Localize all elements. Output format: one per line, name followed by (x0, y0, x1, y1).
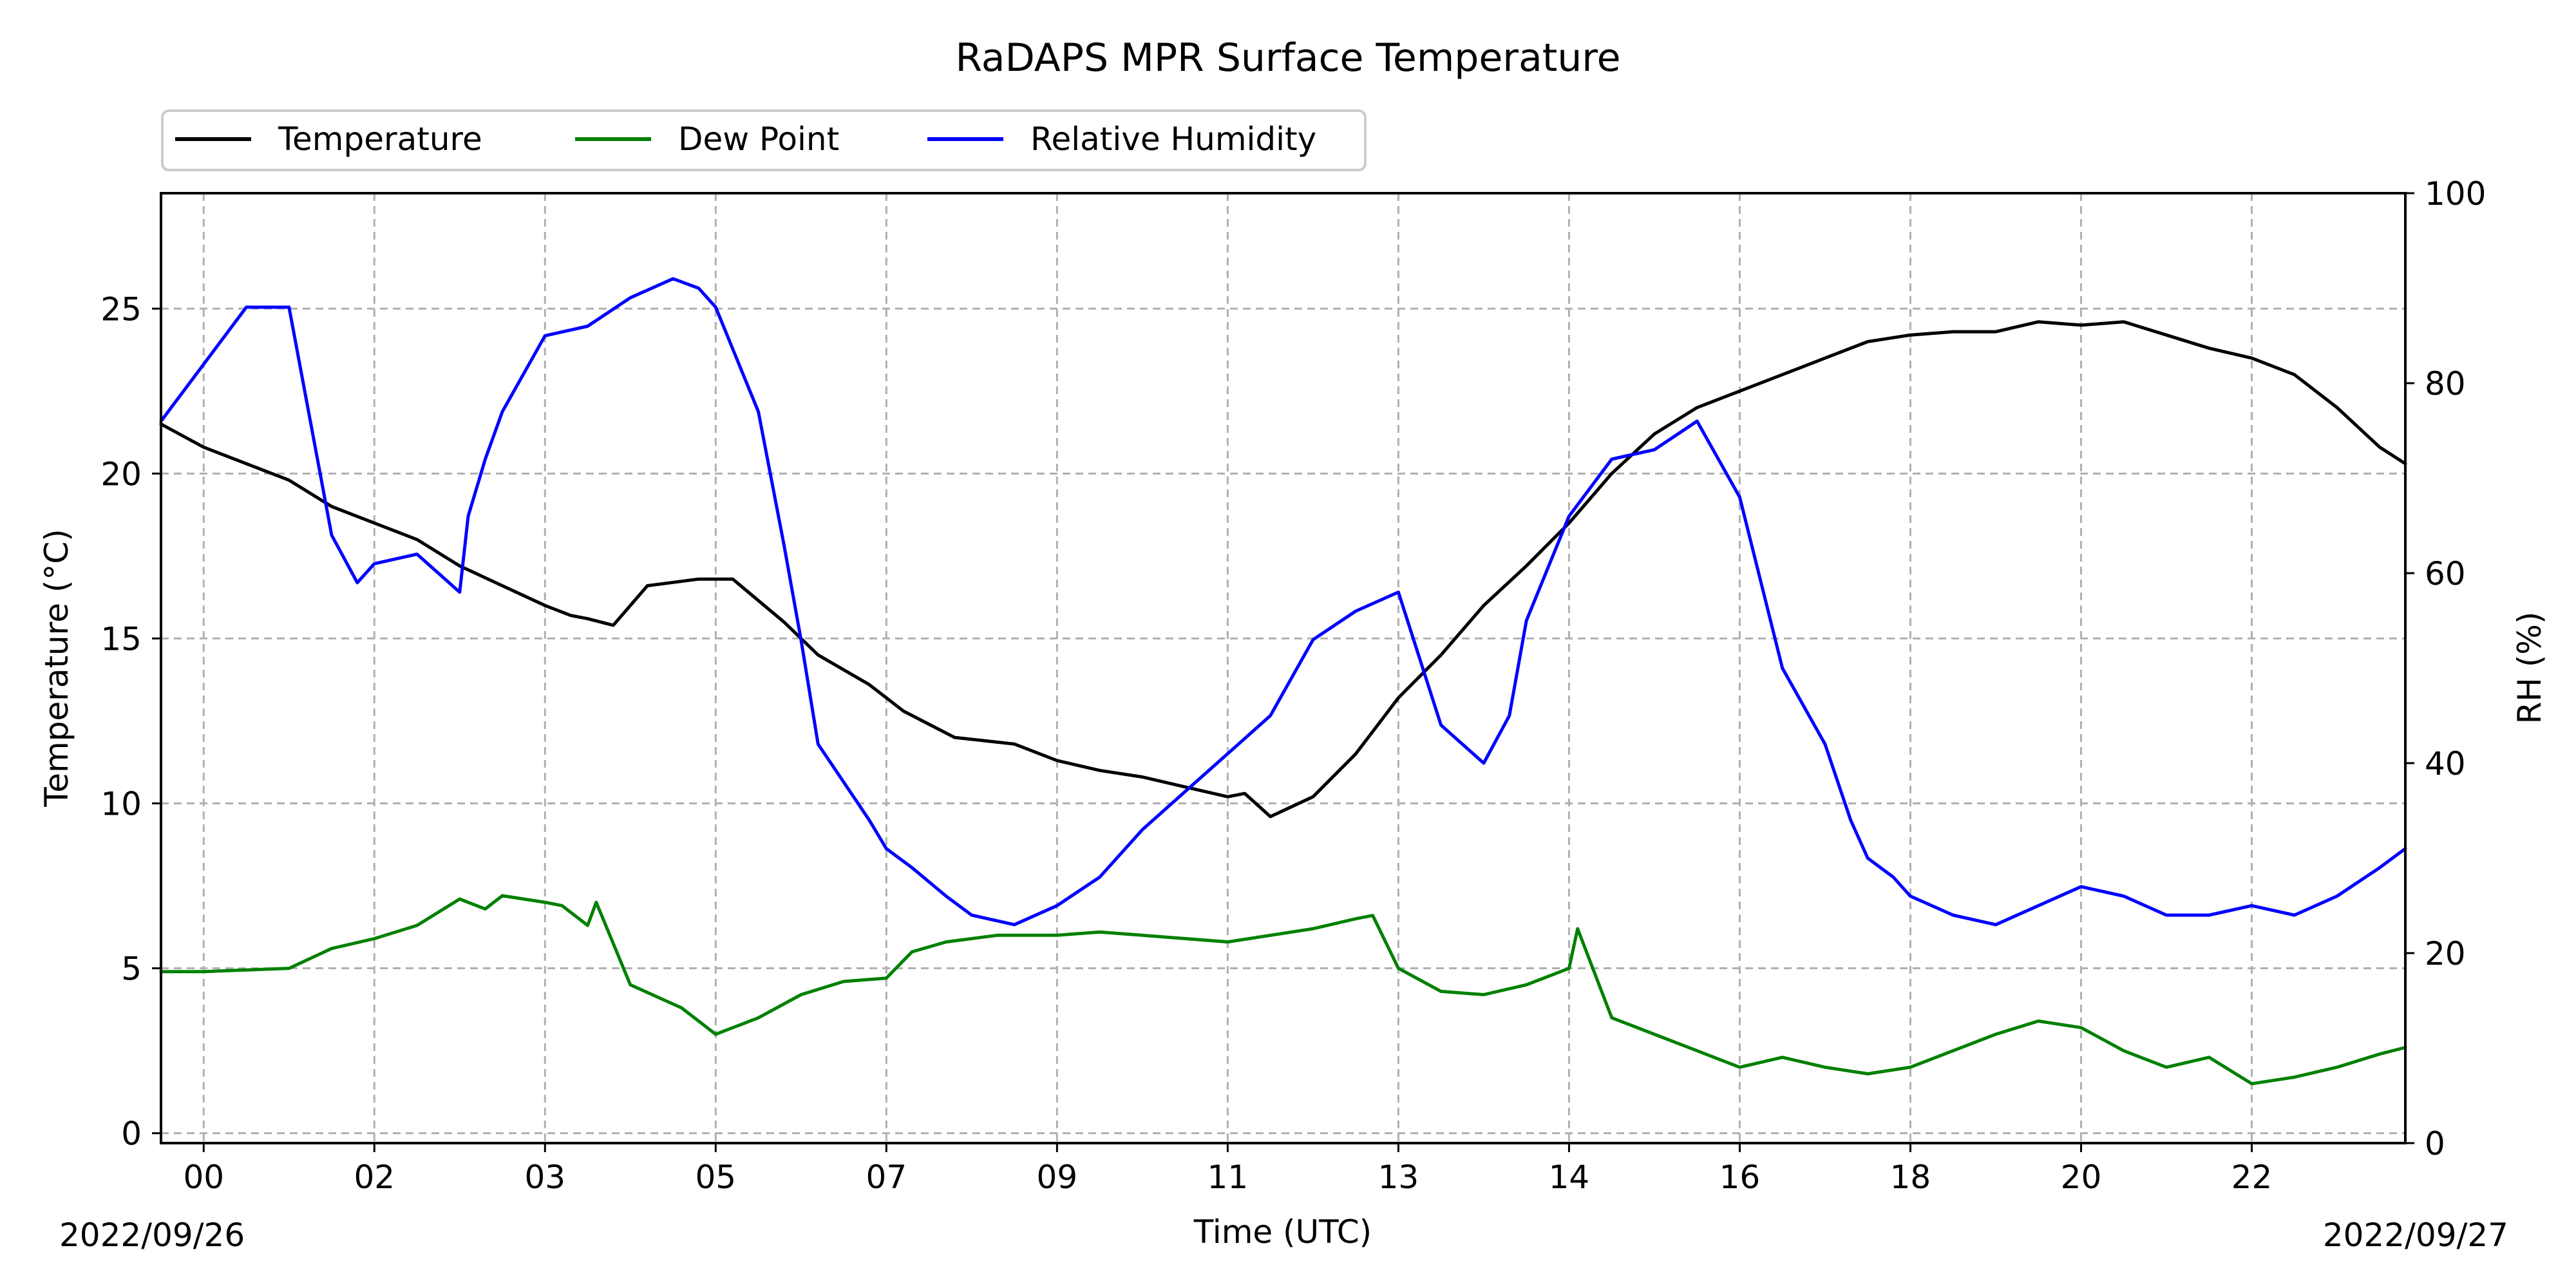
x-tick-label-9: 16 (1719, 1159, 1761, 1196)
x-tick-label-8: 14 (1549, 1159, 1590, 1196)
y-right-tick-label-3: 60 (2425, 555, 2466, 592)
y-left-tick-label-2: 10 (100, 785, 142, 822)
series-line-dew-point (159, 894, 2407, 1086)
y-left-tick-label-0: 0 (121, 1115, 142, 1153)
x-axis-label: Time (UTC) (1193, 1213, 1372, 1251)
y-right-tick-label-0: 0 (2425, 1125, 2445, 1162)
axis-right: 0 20 40 60 80 100 (2405, 175, 2486, 1162)
series-layer (159, 277, 2407, 1086)
legend: Temperature Dew Point Relative Humidity (161, 109, 1367, 171)
x-tick-label-2: 03 (524, 1159, 565, 1196)
x-tick-label-12: 22 (2231, 1159, 2273, 1196)
y-axis-label-right: RH (%) (2511, 612, 2548, 724)
y-left-tick-label-3: 15 (100, 620, 142, 658)
axis-left: 0 5 10 15 20 25 (100, 290, 161, 1153)
plot-frame (160, 192, 2407, 1144)
x-tick-label-3: 05 (695, 1159, 736, 1196)
grid (161, 193, 2405, 1143)
x-tick-label-4: 07 (866, 1159, 907, 1196)
y-left-tick-label-1: 5 (121, 951, 142, 988)
legend-frame (161, 109, 1367, 171)
x-tick-label-10: 18 (1890, 1159, 1931, 1196)
date-start-label: 2022/09/26 (59, 1217, 245, 1254)
legend-label-dew-point: Dew Point (678, 120, 839, 158)
x-tick-label-1: 02 (354, 1159, 395, 1196)
y-right-tick-label-1: 20 (2425, 935, 2466, 972)
x-tick-label-11: 20 (2061, 1159, 2102, 1196)
series-line-relative-humidity (159, 277, 2407, 927)
chart-title: RaDAPS MPR Surface Temperature (955, 35, 1620, 80)
x-tick-label-5: 09 (1037, 1159, 1078, 1196)
y-right-tick-label-4: 80 (2425, 365, 2466, 402)
x-tick-label-7: 13 (1378, 1159, 1419, 1196)
series-line-temperature (159, 320, 2407, 819)
y-axis-label-left: Temperature (°C) (38, 529, 75, 808)
y-right-tick-label-2: 40 (2425, 745, 2466, 782)
legend-label-temperature: Temperature (278, 120, 482, 158)
y-right-tick-label-5: 100 (2425, 175, 2486, 213)
y-left-tick-label-4: 20 (100, 455, 142, 493)
x-tick-label-6: 11 (1208, 1159, 1249, 1196)
date-end-label: 2022/09/27 (2323, 1217, 2508, 1254)
x-tick-label-0: 00 (183, 1159, 224, 1196)
legend-label-relative-humidity: Relative Humidity (1030, 120, 1316, 158)
axis-bottom: 00 02 03 05 07 09 11 13 14 16 18 20 22 (183, 1143, 2272, 1196)
y-left-tick-label-5: 25 (100, 290, 142, 328)
